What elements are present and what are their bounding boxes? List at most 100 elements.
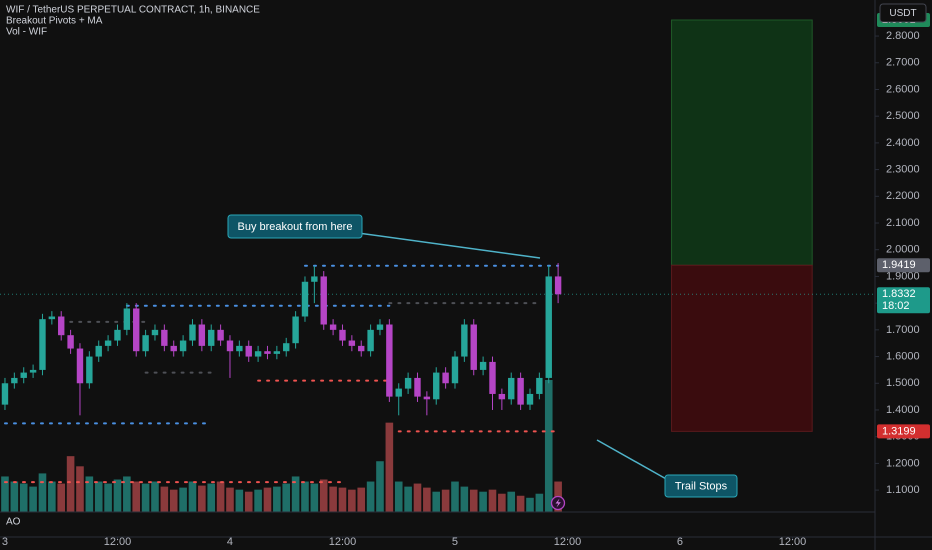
- volume-bar: [132, 481, 141, 512]
- volume-bar: [188, 481, 197, 512]
- candle-body: [536, 377, 543, 394]
- volume-bar: [385, 422, 394, 512]
- y-tick-label: 2.5000: [886, 110, 920, 122]
- candle-body: [367, 329, 374, 352]
- volume-bar: [291, 476, 300, 512]
- candle-body: [254, 351, 262, 357]
- candle-body: [48, 316, 56, 320]
- candle-body: [404, 377, 412, 389]
- candle-body: [292, 316, 299, 344]
- volume-bar: [479, 491, 487, 512]
- candle-body: [236, 345, 243, 352]
- volume-bar: [404, 486, 412, 512]
- candle-body: [479, 361, 487, 370]
- y-tick-label: 1.1000: [886, 484, 920, 496]
- volume-bar: [507, 491, 516, 512]
- candle-body: [273, 351, 281, 354]
- last-price-label-bg: [877, 287, 930, 314]
- candle-body: [245, 345, 252, 357]
- y-tick-label: 2.0000: [886, 244, 920, 256]
- volume-bar: [66, 456, 75, 512]
- candle-body: [58, 316, 65, 336]
- x-tick-label: 12:00: [104, 536, 132, 548]
- candle-body: [517, 377, 524, 405]
- overlay: 1.10001.20001.30001.40001.50001.60001.70…: [2, 13, 930, 548]
- candle-body: [329, 324, 337, 330]
- candle-body: [161, 329, 168, 346]
- candle-body: [142, 335, 149, 352]
- symbol-title: WIF / TetherUS PERPETUAL CONTRACT, 1h, B…: [6, 5, 260, 16]
- volume-bar: [488, 489, 497, 512]
- candle-body: [283, 343, 290, 352]
- volume-bar: [254, 489, 262, 512]
- volume-bar: [226, 487, 234, 512]
- volume-bar: [207, 483, 216, 512]
- candle-body: [189, 324, 196, 341]
- volume-bar: [169, 489, 178, 512]
- volume-bar: [460, 486, 469, 512]
- currency-label: USDT: [889, 8, 916, 19]
- y-tick-label: 1.7000: [886, 324, 920, 336]
- candle-body: [1, 383, 9, 405]
- y-tick-label: 2.4000: [886, 137, 920, 149]
- volume-bar: [29, 486, 37, 512]
- y-tick-label: 1.6000: [886, 350, 920, 362]
- stop-price-label: 1.3199: [882, 425, 916, 437]
- volume-bar: [357, 487, 366, 512]
- countdown-label: 18:02: [882, 300, 910, 312]
- candle-body: [264, 351, 271, 354]
- volume-bar: [329, 486, 337, 512]
- candle-body: [179, 340, 187, 352]
- candle-body: [508, 377, 515, 400]
- annotation-pointer: [596, 439, 669, 481]
- x-tick-label: 6: [677, 536, 683, 548]
- candle-body: [498, 393, 506, 400]
- candle-body: [67, 335, 74, 349]
- candle-body: [86, 356, 93, 384]
- y-tick-label: 1.5000: [886, 377, 920, 389]
- volume-bar: [10, 481, 19, 512]
- volume-bar: [394, 481, 403, 512]
- volume-bar: [151, 481, 159, 512]
- candle-body: [414, 377, 421, 397]
- x-tick-label: 12:00: [554, 536, 582, 548]
- volume-bar: [423, 487, 431, 512]
- volume-bar: [469, 489, 478, 512]
- candle-body: [114, 329, 121, 341]
- last-price-label: 1.8332: [882, 288, 916, 300]
- volume-bar: [38, 473, 47, 512]
- currency-button[interactable]: [879, 3, 927, 23]
- candle-body: [95, 345, 102, 357]
- y-tick-label: 2.1000: [886, 217, 920, 229]
- candle-body: [311, 276, 318, 282]
- volume-bar: [160, 486, 169, 512]
- candle-body: [170, 345, 177, 352]
- candle-body: [386, 324, 393, 397]
- volume-bar: [273, 486, 281, 512]
- candle-body: [20, 372, 27, 378]
- y-tick-label: 2.6000: [886, 83, 920, 95]
- volume-bar: [94, 481, 103, 512]
- candle-body: [151, 329, 159, 336]
- x-tick-label: 12:00: [779, 536, 807, 548]
- volume-bar: [432, 491, 441, 512]
- candle-body: [545, 276, 552, 378]
- volume-bar: [123, 476, 131, 512]
- candle-body: [11, 377, 18, 384]
- volume-bar: [76, 466, 84, 512]
- candle-body: [348, 340, 356, 346]
- volume-bar: [263, 487, 272, 512]
- volume-bar: [57, 483, 66, 512]
- volume-bar: [413, 483, 422, 512]
- candle-body: [470, 324, 477, 370]
- x-tick-label: 4: [227, 536, 233, 548]
- annotation-box: [664, 474, 738, 498]
- volume-bar: [1, 476, 9, 512]
- candle-body: [217, 329, 224, 341]
- volume-bar: [244, 491, 253, 512]
- candle-body: [226, 340, 234, 352]
- volume-bar: [516, 495, 525, 512]
- indicator-label: Breakout Pivots + MA: [6, 16, 103, 27]
- candle-body: [320, 276, 327, 325]
